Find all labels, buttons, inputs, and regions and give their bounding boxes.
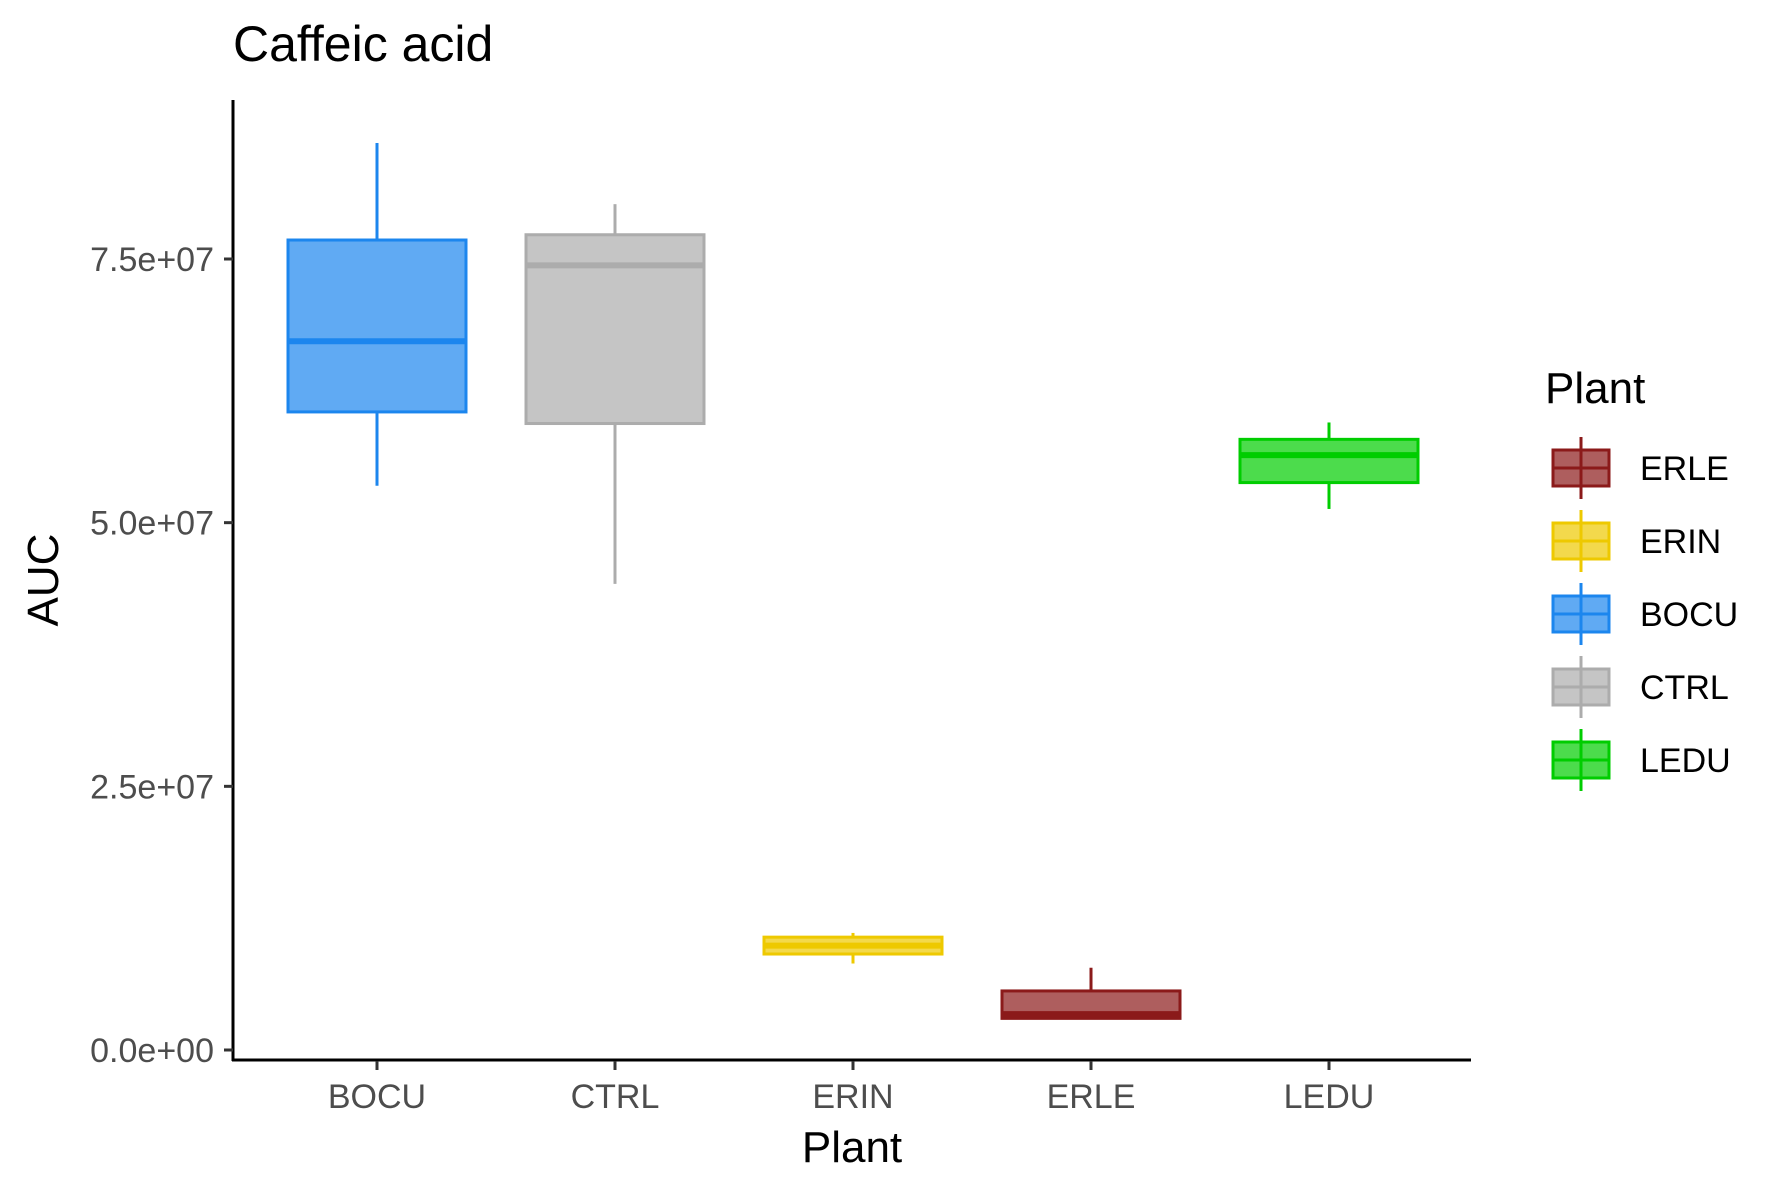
plot-area bbox=[286, 142, 1420, 1020]
legend-item-erle: ERLE bbox=[1551, 437, 1729, 499]
legend-item-bocu: BOCU bbox=[1551, 583, 1738, 645]
box-body bbox=[1238, 437, 1420, 485]
box-ctrl bbox=[524, 204, 706, 584]
box-erle bbox=[1000, 967, 1182, 1020]
x-tick-label: ERIN bbox=[812, 1078, 893, 1116]
legend-item-ctrl: CTRL bbox=[1551, 656, 1729, 718]
legend-item-erin: ERIN bbox=[1551, 510, 1721, 572]
legend-label: BOCU bbox=[1640, 596, 1738, 634]
legend-item-ledu: LEDU bbox=[1551, 729, 1731, 791]
y-tick-label: 0.0e+00 bbox=[90, 1032, 214, 1070]
x-tick-label: LEDU bbox=[1284, 1078, 1375, 1116]
legend-label: ERIN bbox=[1640, 523, 1721, 561]
legend-label: ERLE bbox=[1640, 450, 1729, 488]
y-tick-label: 2.5e+07 bbox=[90, 768, 214, 806]
y-axis-title: AUC bbox=[19, 534, 68, 627]
legend-label: CTRL bbox=[1640, 669, 1729, 707]
x-axis-ticks: BOCU CTRL ERIN ERLE LEDU bbox=[328, 1061, 1374, 1116]
y-axis-ticks: 0.0e+00 2.5e+07 5.0e+07 7.5e+07 bbox=[90, 241, 233, 1070]
x-tick-label: BOCU bbox=[328, 1078, 426, 1116]
x-tick-label: CTRL bbox=[571, 1078, 660, 1116]
box-erin bbox=[762, 932, 944, 964]
x-axis-title: Plant bbox=[802, 1123, 902, 1172]
y-tick-label: 7.5e+07 bbox=[90, 241, 214, 279]
box-ledu bbox=[1238, 422, 1420, 509]
legend-label: LEDU bbox=[1640, 742, 1731, 780]
box-bocu bbox=[286, 142, 468, 486]
box-body bbox=[286, 238, 468, 414]
x-tick-label: ERLE bbox=[1047, 1078, 1136, 1116]
legend: Plant ERLE ERIN BOCU CTRL LEDU bbox=[1545, 364, 1738, 791]
chart-title: Caffeic acid bbox=[233, 16, 493, 72]
y-tick-label: 5.0e+07 bbox=[90, 505, 214, 543]
legend-title: Plant bbox=[1545, 364, 1645, 413]
